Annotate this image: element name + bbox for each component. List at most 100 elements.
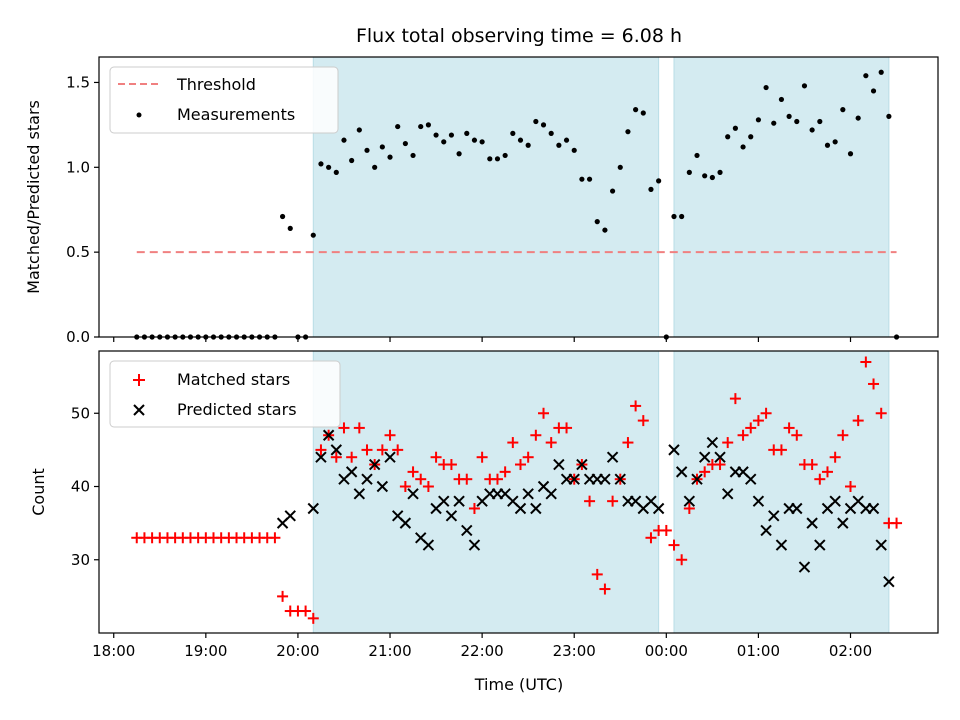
legend-predicted-label: Predicted stars <box>177 400 297 419</box>
measurement-point <box>364 147 370 153</box>
predicted-star-marker <box>514 502 527 515</box>
measurement-point <box>418 123 424 130</box>
predicted-star-marker <box>315 451 327 463</box>
predicted-star-marker <box>384 451 396 463</box>
measurement-point <box>870 88 877 94</box>
measurement-point <box>556 142 562 148</box>
shaded-interval <box>673 350 890 634</box>
predicted-star-marker <box>614 473 626 485</box>
predicted-star-marker <box>814 539 826 551</box>
measurement-point <box>740 144 746 150</box>
top-x-axis-ticks <box>113 337 852 342</box>
matched-star-marker <box>668 539 680 551</box>
legend-measurements-swatch <box>136 112 142 118</box>
x-tick-label: 01:00 <box>737 642 780 660</box>
matched-star-marker <box>499 466 511 478</box>
legend-threshold-label: Threshold <box>176 75 256 94</box>
matched-star-marker <box>445 459 457 471</box>
matched-star-marker <box>791 429 803 441</box>
predicted-star-marker <box>837 517 849 529</box>
measurement-point <box>771 120 777 126</box>
measurement-point <box>517 137 524 143</box>
matched-star-marker <box>300 605 312 617</box>
measurement-point <box>487 156 493 162</box>
shaded-interval <box>673 56 890 338</box>
measurement-point <box>341 137 347 143</box>
matched-star-marker <box>845 481 857 493</box>
matched-star-marker <box>476 451 488 463</box>
bottom-x-axis-ticks: 18:00 19:00 20:00 21:00 22:00 23:00 00:00 01:00… <box>92 633 872 660</box>
measurement-point <box>609 188 616 194</box>
measurement-point <box>633 107 639 113</box>
y-tick-label: 50 <box>71 404 90 422</box>
top-legend-box <box>109 66 339 134</box>
measurement-point <box>786 113 792 119</box>
bottom-axes-frame <box>98 350 939 634</box>
measurement-point <box>686 169 692 175</box>
matched-star-marker <box>645 532 657 544</box>
matched-star-marker <box>875 407 887 419</box>
predicted-star-marker <box>453 495 465 507</box>
x-tick-label: 00:00 <box>645 642 688 660</box>
predicted-star-marker <box>698 451 711 463</box>
matched-star-marker <box>346 451 358 463</box>
matched-star-marker <box>729 393 741 405</box>
predicted-star-marker <box>399 517 412 529</box>
predicted-star-marker <box>545 488 557 500</box>
ratio-panel: 0.0 0.5 1.0 1.5 Matched/Predicted stars Thr… <box>24 56 939 346</box>
matched-star-marker <box>338 422 350 434</box>
top-legend: Threshold Measurements <box>109 66 339 134</box>
measurement-point <box>640 110 646 116</box>
matched-star-marker <box>722 437 734 449</box>
matched-star-marker <box>852 415 864 427</box>
measurement-point <box>755 117 762 123</box>
predicted-star-marker <box>706 436 719 449</box>
matched-star-marker <box>591 568 603 580</box>
top-y-axis-ticks: 0.0 0.5 1.0 1.5 <box>66 73 99 346</box>
matched-star-marker <box>599 583 611 595</box>
measurement-point <box>310 232 316 238</box>
measurement-point <box>479 139 485 145</box>
top-axes-frame <box>98 56 939 338</box>
measurement-point <box>817 118 823 125</box>
predicted-star-marker <box>530 502 542 515</box>
bottom-shaded-intervals <box>312 350 890 634</box>
matched-star-marker <box>430 451 442 463</box>
matched-star-marker <box>507 437 519 449</box>
predicted-star-marker <box>722 488 734 500</box>
predicted-star-marker <box>652 502 665 515</box>
predicted-star-marker <box>553 458 565 471</box>
measurement-point <box>410 152 416 159</box>
predicted-star-marker <box>361 473 373 485</box>
x-tick-label: 23:00 <box>553 642 596 660</box>
matched-star-marker <box>399 481 411 493</box>
y-tick-label: 1.5 <box>66 73 90 91</box>
predicted-star-marker <box>407 488 419 500</box>
measurement-point <box>679 213 685 220</box>
measurement-point <box>709 174 715 181</box>
measurement-point <box>425 122 431 128</box>
predicted-star-marker <box>438 495 450 507</box>
measurement-point <box>594 219 600 225</box>
measurement-point <box>387 154 393 160</box>
predicted-star-marker <box>714 451 726 463</box>
bottom-y-axis-label: Count <box>29 468 48 516</box>
predicted-star-marker <box>568 473 580 485</box>
measurement-point <box>540 122 547 128</box>
matched-star-marker <box>683 502 695 514</box>
x-tick-label: 20:00 <box>276 642 319 660</box>
measurement-point <box>349 157 355 164</box>
measurement-point <box>725 134 731 140</box>
predicted-star-marker <box>875 539 887 551</box>
matched-star-marker <box>699 466 711 478</box>
matched-star-marker <box>714 459 726 471</box>
measurement-point <box>801 83 808 89</box>
top-shaded-intervals <box>312 56 890 338</box>
predicted-star-marker <box>806 517 818 529</box>
predicted-star-marker <box>768 510 780 522</box>
predicted-star-marker <box>445 510 458 522</box>
measurement-point <box>717 169 723 175</box>
measurement-point <box>809 127 815 133</box>
matched-star-marker <box>468 502 480 514</box>
